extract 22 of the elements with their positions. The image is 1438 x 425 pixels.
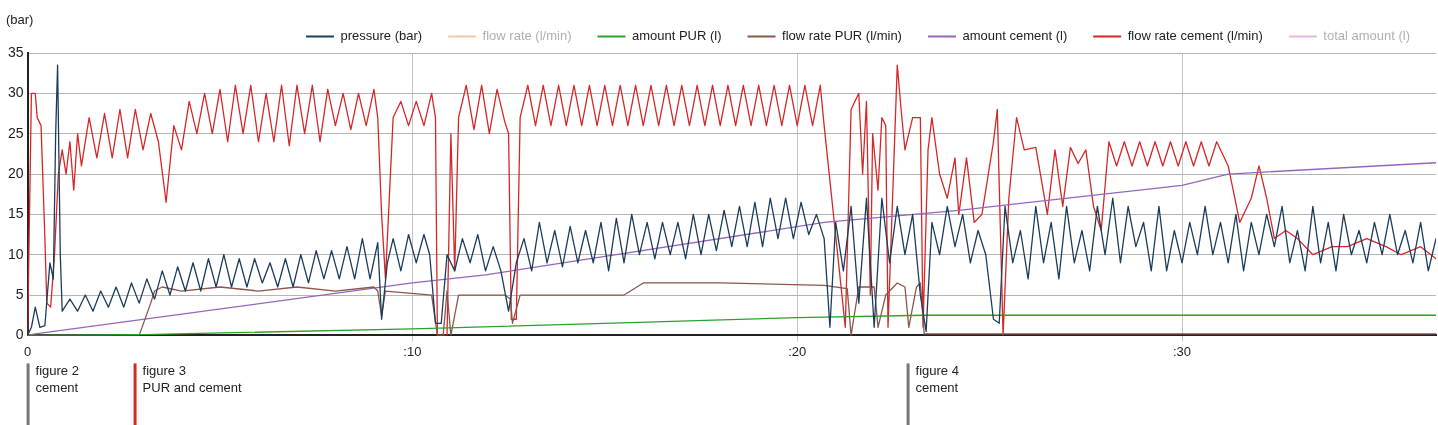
legend-label: flow rate PUR (l/min)	[782, 28, 902, 44]
legend-label: amount PUR (l)	[631, 28, 722, 44]
legend-label: flow rate cement (l/min)	[1127, 28, 1263, 44]
legend-label: total amount (l)	[1323, 28, 1410, 44]
legend-label: flow rate (l/min)	[482, 28, 572, 44]
y-tick-label: 25	[7, 124, 24, 141]
y-tick-label: 0	[15, 326, 24, 343]
caption: figure 4 cement	[915, 363, 959, 396]
y-tick-label: 20	[7, 164, 24, 181]
x-tick-label: :10	[403, 343, 422, 359]
y-tick-label: 30	[7, 84, 24, 101]
y-tick-label: 15	[7, 205, 24, 222]
x-tick-label: :30	[1172, 343, 1192, 359]
y-tick-label: 5	[15, 285, 24, 302]
x-tick-label: :20	[788, 343, 807, 359]
y-tick-label: 35	[7, 43, 24, 60]
y-axis-title: (bar)	[6, 11, 34, 27]
legend-label: amount cement (l)	[962, 28, 1068, 44]
caption: figure 3 PUR and cement	[142, 363, 242, 396]
legend-label: pressure (bar)	[340, 28, 423, 44]
caption: figure 2 cement	[35, 363, 79, 396]
y-tick-label: 10	[7, 245, 24, 262]
